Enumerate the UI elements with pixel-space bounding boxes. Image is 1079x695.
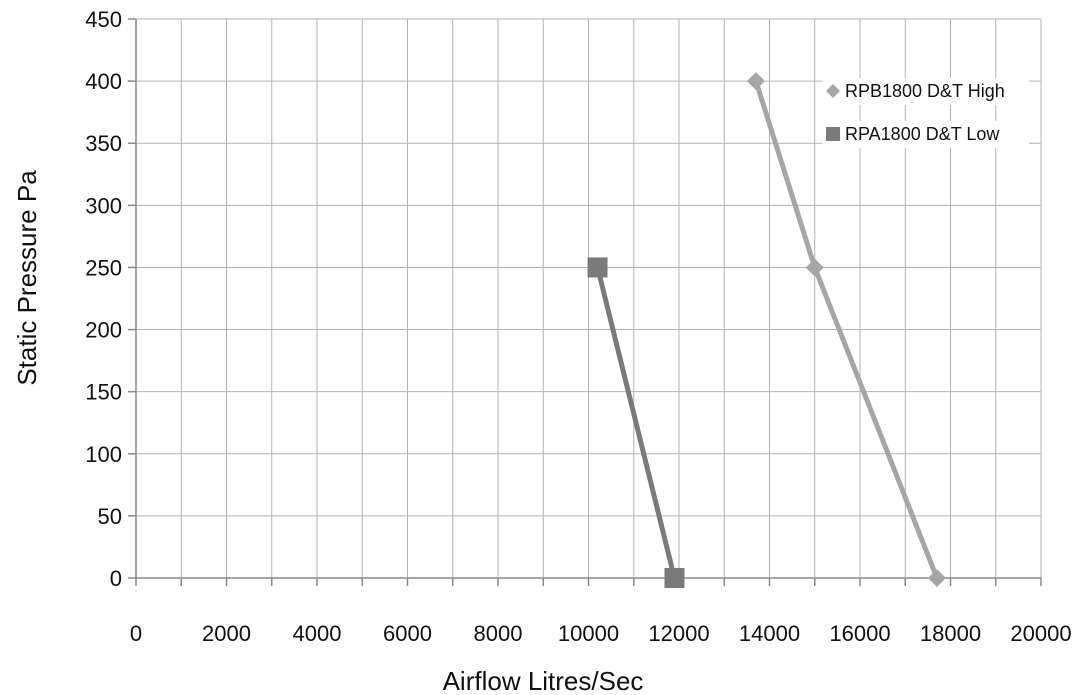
legend-label: RPB1800 D&T High <box>845 81 1005 101</box>
x-axis-title: Airflow Litres/Sec <box>443 666 644 695</box>
y-tick-label: 150 <box>85 380 122 405</box>
tick-labels: 0 50 100 150 200 250 300 350 400 450 0 2000 4000 6000… <box>85 7 1071 646</box>
legend-marker-diamond <box>826 84 840 98</box>
x-tick-label: 10000 <box>558 621 619 646</box>
y-tick-label: 450 <box>85 7 122 32</box>
y-tick-label: 0 <box>110 566 122 591</box>
x-tick-label: 20000 <box>1010 621 1071 646</box>
legend-label: RPA1800 D&T Low <box>845 124 1000 144</box>
data-point-diamond <box>746 72 765 91</box>
x-tick-label: 18000 <box>920 621 981 646</box>
y-tick-label: 200 <box>85 318 122 343</box>
axes <box>128 18 1042 586</box>
series-line <box>595 266 677 579</box>
x-tick-label: 12000 <box>648 621 709 646</box>
x-tick-label: 8000 <box>474 621 523 646</box>
legend-entry-bg <box>822 121 1029 148</box>
y-tick-label: 300 <box>85 193 122 218</box>
data-point-diamond <box>805 258 824 277</box>
x-tick-label: 4000 <box>293 621 342 646</box>
y-tick-label: 100 <box>85 442 122 467</box>
x-tick-label: 2000 <box>202 621 251 646</box>
legend: RPB1800 D&T High RPA1800 D&T Low <box>822 78 1029 148</box>
data-point-square <box>664 568 685 588</box>
x-tick-label: 6000 <box>383 621 432 646</box>
data-point-diamond <box>927 569 946 587</box>
x-tick-label: 16000 <box>829 621 890 646</box>
y-tick-label: 400 <box>85 69 122 94</box>
y-tick-label: 50 <box>98 504 122 529</box>
x-tick-label: 14000 <box>739 621 800 646</box>
x-tick-label: 0 <box>130 621 142 646</box>
series-2 <box>587 257 685 588</box>
series-1 <box>746 72 946 587</box>
series-layer <box>587 72 946 588</box>
y-axis-title: Static Pressure Pa <box>12 170 42 386</box>
y-tick-label: 350 <box>85 131 122 156</box>
y-tick-label: 250 <box>85 255 122 280</box>
legend-marker-square <box>826 127 840 141</box>
legend-entry-bg <box>822 78 1029 105</box>
data-point-square <box>587 257 608 278</box>
